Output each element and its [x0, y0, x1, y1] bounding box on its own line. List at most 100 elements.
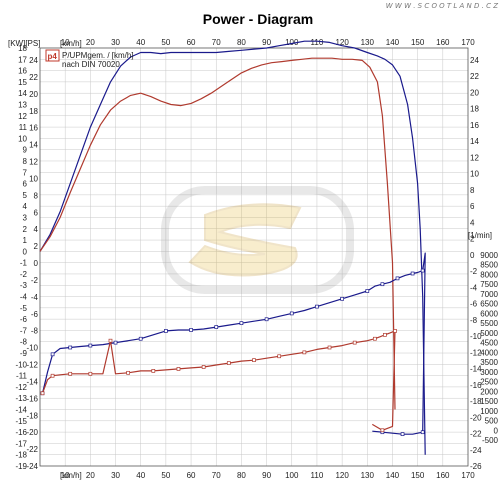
- kw-tick-label: 6: [23, 180, 28, 189]
- x-tick-label-bottom: 140: [386, 471, 400, 480]
- rpm-data-point: [400, 432, 405, 437]
- ps-axis-ticks: 242220181614121086420-2-4-6-8-10-12-14-1…: [26, 56, 38, 471]
- x-tick-label-bottom: 160: [436, 471, 450, 480]
- right-ps-tick-label: -6: [470, 300, 478, 309]
- rpm-data-point: [420, 430, 425, 435]
- legend-entry-2: nach DIN 70020: [62, 60, 120, 69]
- rpm-data-point: [201, 365, 206, 369]
- ps-tick-label: 18: [29, 107, 38, 116]
- x-tick-label-top: 100: [285, 38, 299, 47]
- kw-tick-label: -13: [15, 394, 27, 403]
- rpm-data-point: [383, 332, 387, 337]
- power-series-line-0: [39, 40, 426, 455]
- right-ps-tick-label: 16: [470, 121, 479, 130]
- kw-tick-label: -18: [15, 451, 27, 460]
- right-ps-axis-ticks: 242220181614121086420-2-4-6-8-10-12-14-1…: [470, 56, 482, 471]
- bottom-x-axis-unit: [km/h]: [60, 471, 82, 480]
- ps-tick-label: 20: [29, 90, 38, 99]
- right-ps-tick-label: -18: [470, 397, 482, 406]
- rpm-data-point: [164, 329, 168, 333]
- x-tick-label-top: 160: [436, 38, 450, 47]
- kw-tick-label: 5: [23, 191, 28, 200]
- rpm-data-point: [410, 271, 415, 276]
- rpm-data-point: [340, 296, 344, 301]
- right-ps-tick-label: -10: [470, 332, 482, 341]
- rpm-data-point: [252, 358, 256, 363]
- rpm-series-line-3: [41, 330, 396, 431]
- right-ps-tick-label: -8: [470, 316, 478, 325]
- kw-tick-label: 1: [23, 236, 28, 245]
- rpm-data-point: [68, 371, 73, 376]
- rpm-tick-label: 4000: [480, 348, 498, 357]
- right-ps-tick-label: 10: [470, 170, 479, 179]
- kw-tick-label: -8: [20, 338, 28, 347]
- rpm-tick-label: 1500: [480, 397, 498, 406]
- x-tick-label-top: 130: [361, 38, 375, 47]
- x-tick-label-top: 80: [237, 38, 246, 47]
- rpm-tick-label: 5000: [480, 329, 498, 338]
- rpm-data-point: [214, 325, 219, 329]
- x-tick-label-top: 60: [187, 38, 196, 47]
- rpm-tick-label: 3500: [480, 358, 498, 367]
- right-ps-tick-label: -24: [470, 446, 482, 455]
- kw-tick-label: 12: [18, 112, 27, 121]
- right-ps-tick-label: 18: [470, 105, 479, 114]
- left-axis-unit: [KW][PS]: [8, 39, 40, 48]
- ps-tick-label: -2: [31, 276, 39, 285]
- kw-tick-label: -16: [15, 428, 27, 437]
- ps-tick-label: -22: [26, 445, 38, 454]
- kw-tick-label: 14: [18, 89, 27, 98]
- x-tick-label-bottom: 80: [237, 471, 246, 480]
- kw-tick-label: -9: [20, 349, 28, 358]
- x-axis-bottom-ticks: 10 20 30 40 50 60 70 80 90 100 110 120 130 140 150 160 1…: [61, 471, 475, 480]
- rpm-data-point: [289, 311, 294, 316]
- kw-tick-label: 17: [18, 55, 27, 64]
- kw-tick-label: 15: [18, 78, 27, 87]
- rpm-data-point: [189, 328, 193, 332]
- right-ps-tick-label: 14: [470, 137, 479, 146]
- kw-tick-label: 9: [23, 146, 28, 155]
- rpm-data-point: [151, 369, 156, 373]
- right-ps-tick-label: -26: [470, 462, 482, 471]
- rpm-tick-label: 6000: [480, 309, 498, 318]
- rpm-data-point: [226, 361, 231, 365]
- kw-tick-label: -3: [20, 281, 28, 290]
- kw-tick-label: 13: [18, 100, 27, 109]
- rpm-data-point: [176, 367, 181, 371]
- rpm-data-point: [40, 391, 45, 396]
- kw-tick-label: -2: [20, 270, 28, 279]
- rpm-data-point: [88, 371, 93, 376]
- kw-tick-label: -7: [20, 326, 28, 335]
- kw-tick-label: 4: [23, 202, 28, 211]
- x-tick-label-bottom: 170: [461, 471, 475, 480]
- rpm-data-point: [126, 370, 130, 375]
- rpm-data-point: [393, 329, 397, 333]
- kw-tick-label: -5: [20, 304, 28, 313]
- ps-tick-label: 14: [29, 141, 38, 150]
- kw-tick-label: -10: [15, 360, 27, 369]
- ps-tick-label: -18: [26, 411, 38, 420]
- x-tick-label-top: 10: [61, 38, 70, 47]
- rpm-series-line-2: [41, 252, 426, 435]
- rpm-data-point: [239, 321, 244, 326]
- rpm-data-point: [420, 268, 425, 273]
- rpm-data-point: [108, 338, 113, 343]
- legend: p4 P/UPMgem. / [km/h] nach DIN 70020: [45, 49, 134, 69]
- x-tick-label-bottom: 50: [161, 471, 170, 480]
- rpm-tick-label: 6500: [480, 300, 498, 309]
- chart-grid: [40, 48, 468, 466]
- rpm-tick-label: 5500: [480, 319, 498, 328]
- right-ps-tick-label: 6: [470, 202, 475, 211]
- x-tick-label-bottom: 60: [187, 471, 196, 480]
- rpm-data-point: [365, 289, 370, 293]
- x-tick-label-top: 30: [111, 38, 120, 47]
- kw-tick-label: 7: [23, 168, 28, 177]
- series-layer: [39, 40, 426, 455]
- rpm-tick-label: 8000: [480, 270, 498, 279]
- right-ps-tick-label: -16: [470, 381, 482, 390]
- ps-tick-label: -14: [26, 377, 38, 386]
- x-tick-label-top: 110: [311, 38, 324, 47]
- rpm-data-point: [380, 282, 385, 287]
- ps-tick-label: -6: [31, 310, 39, 319]
- power-series-line-1: [39, 57, 396, 410]
